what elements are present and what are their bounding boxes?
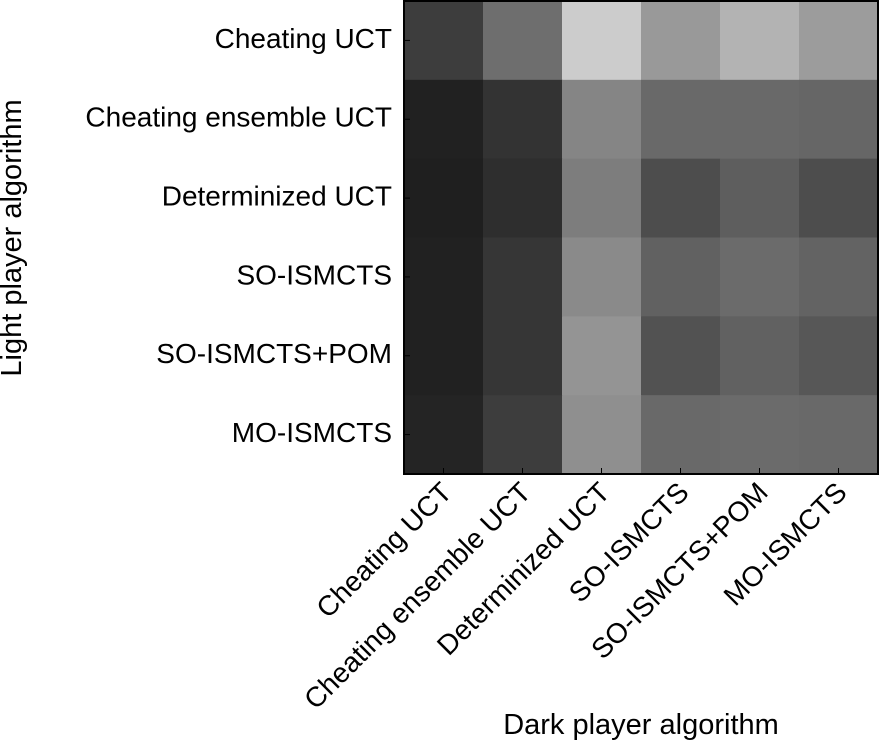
heatmap-cell-r3-c3	[562, 158, 642, 238]
heatmap-cell-r3-c6	[799, 158, 879, 238]
heatmap-cells	[404, 1, 879, 475]
heatmap-cell-r5-c1	[404, 316, 484, 396]
heatmap-cell-r4-c4	[641, 237, 721, 317]
heatmap-cell-r3-c5	[720, 158, 800, 238]
heatmap-cell-r6-c2	[483, 395, 563, 475]
heatmap-cell-r4-c2	[483, 237, 563, 317]
heatmap-cell-r5-c4	[641, 316, 721, 396]
plot-frame	[403, 0, 879, 475]
heatmap-cell-r2-c3	[562, 79, 642, 160]
y-tick-label: SO-ISMCTS	[236, 259, 392, 290]
heatmap-cell-r1-c5	[720, 1, 800, 81]
heatmap-cell-r4-c5	[720, 237, 800, 317]
heatmap-cell-r1-c1	[404, 1, 484, 81]
heatmap-cell-r2-c1	[404, 79, 484, 160]
heatmap-cell-r2-c5	[720, 79, 800, 160]
y-tick-label: MO-ISMCTS	[232, 417, 392, 448]
heatmap-cell-r6-c3	[562, 395, 642, 475]
y-tick-label: Cheating ensemble UCT	[85, 102, 392, 133]
heatmap-cell-r4-c6	[799, 237, 879, 317]
heatmap-cell-r3-c4	[641, 158, 721, 238]
heatmap-cell-r4-c1	[404, 237, 484, 317]
y-tick-label: Cheating UCT	[215, 23, 392, 54]
heatmap-cell-r6-c5	[720, 395, 800, 475]
heatmap-cell-r1-c4	[641, 1, 721, 81]
y-tick-label: SO-ISMCTS+POM	[156, 338, 392, 369]
heatmap-cell-r6-c4	[641, 395, 721, 475]
x-tick-label: Cheating UCT	[310, 476, 457, 623]
y-tick-label: Determinized UCT	[162, 180, 392, 211]
heatmap-cell-r2-c6	[799, 79, 879, 160]
heatmap-cell-r2-c4	[641, 79, 721, 160]
heatmap-cell-r5-c2	[483, 316, 563, 396]
heatmap-cell-r1-c2	[483, 1, 563, 81]
heatmap-cell-r6-c1	[404, 395, 484, 475]
heatmap-cell-r3-c1	[404, 158, 484, 238]
heatmap-cell-r2-c2	[483, 79, 563, 160]
heatmap-cell-r6-c6	[799, 395, 879, 475]
heatmap-cell-r3-c2	[483, 158, 563, 238]
heatmap-cell-r4-c3	[562, 237, 642, 317]
x-axis-title: Dark player algorithm	[503, 709, 779, 741]
y-axis-ticks: Cheating UCT Cheating ensemble UCT Determi…	[85, 23, 410, 448]
heatmap-cell-r1-c3	[562, 1, 642, 81]
heatmap-cell-r5-c5	[720, 316, 800, 396]
heatmap-cell-r5-c3	[562, 316, 642, 396]
y-axis-title: Light player algorithm	[0, 99, 28, 376]
heatmap-cell-r1-c6	[799, 1, 879, 81]
heatmap-cell-r5-c6	[799, 316, 879, 396]
